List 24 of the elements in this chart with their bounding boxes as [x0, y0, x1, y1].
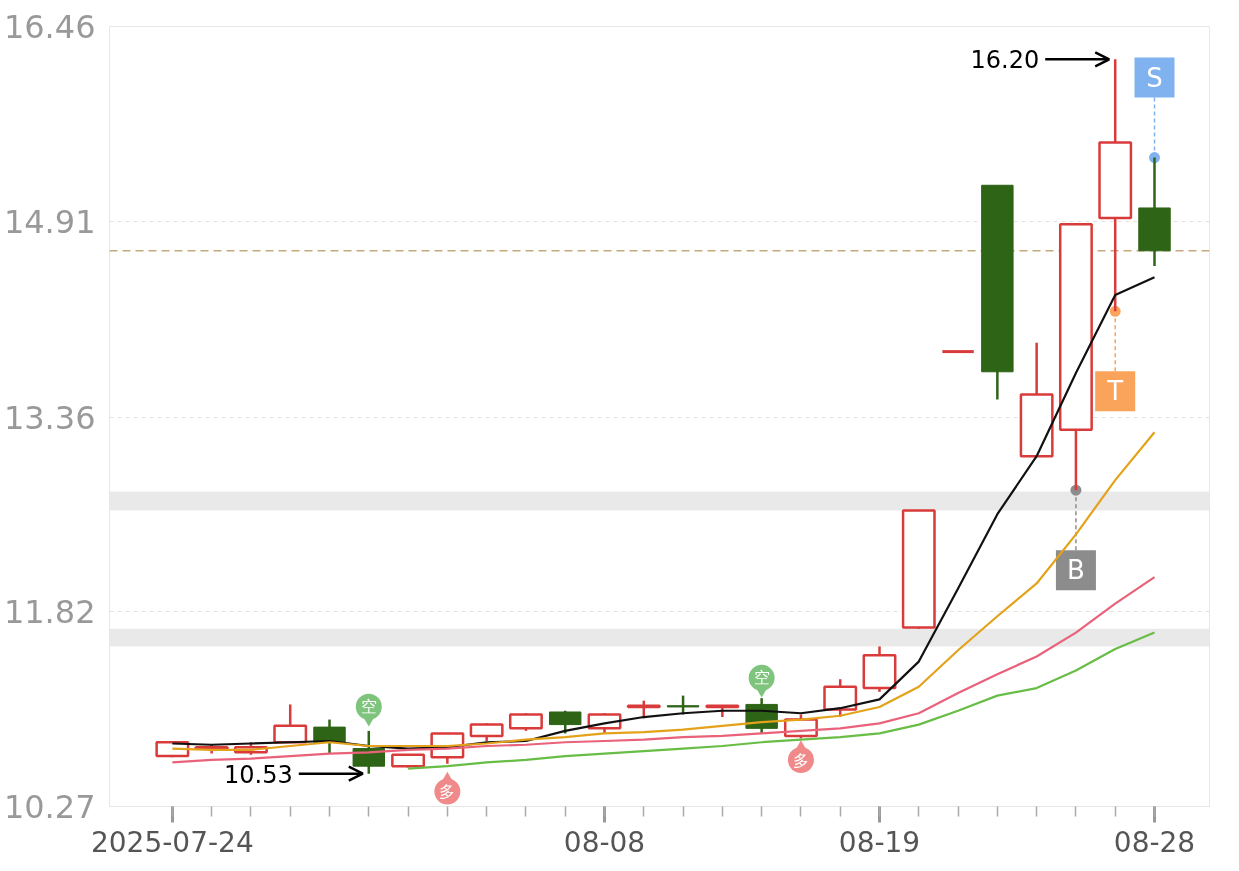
x-tick-label: 2025-07-24 — [91, 825, 254, 859]
point — [795, 740, 806, 749]
data-label: 空 — [360, 697, 377, 717]
annotation: 16.20 — [970, 46, 1040, 75]
line-series — [171, 276, 1156, 750]
line-series — [171, 431, 1156, 751]
y-tick-label: 14.91 — [3, 203, 96, 242]
x-tick-label: 08-19 — [838, 825, 921, 859]
line-series — [406, 631, 1156, 770]
data-label: T — [1106, 376, 1124, 407]
y-tick-label: 11.82 — [3, 592, 96, 631]
y-tick-label: 13.36 — [3, 398, 96, 437]
data-label: S — [1146, 62, 1163, 93]
data-label: 空 — [753, 668, 770, 688]
point — [442, 771, 453, 781]
x-tick-label: 08-08 — [563, 825, 646, 859]
y-tick-label: 10.27 — [3, 788, 96, 826]
x-tick-label: 08-28 — [1113, 825, 1196, 859]
data-label: 多 — [439, 782, 456, 802]
data-label: B — [1067, 555, 1085, 586]
candlestick — [666, 694, 700, 716]
data-label: 多 — [792, 750, 809, 770]
y-tick-label: 16.46 — [3, 8, 96, 46]
annotation: 10.53 — [224, 760, 293, 789]
